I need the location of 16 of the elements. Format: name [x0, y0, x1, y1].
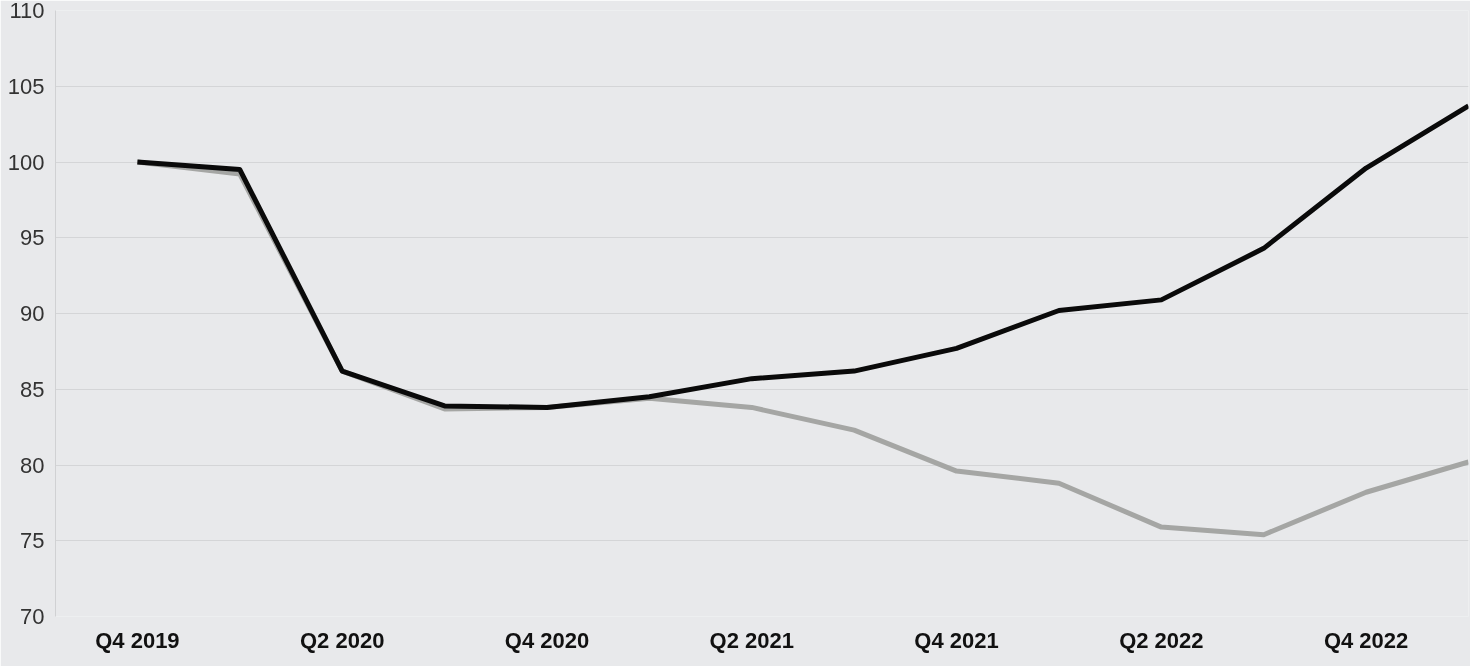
- y-tick-label: 70: [20, 604, 45, 629]
- y-tick-label: 100: [7, 149, 45, 175]
- y-tick-label: 110: [9, 0, 45, 23]
- y-tick-label: 95: [20, 225, 45, 251]
- y-tick-label: 75: [20, 528, 45, 554]
- x-tick-label: Q4 2021: [914, 627, 999, 653]
- x-tick-label: Q4 2020: [504, 627, 590, 653]
- x-tick-label: Q2 2020: [299, 627, 385, 653]
- y-tick-label: 90: [20, 301, 45, 326]
- y-tick-label: 85: [20, 376, 45, 402]
- x-tick-label: Q4 2022: [1323, 627, 1409, 653]
- x-tick-label: Q2 2021: [709, 627, 794, 653]
- x-tick-label: Q4 2019: [95, 627, 180, 653]
- x-tick-label: Q2 2022: [1119, 627, 1204, 653]
- y-tick-label: 105: [7, 73, 45, 99]
- y-tick-label: 80: [20, 452, 45, 478]
